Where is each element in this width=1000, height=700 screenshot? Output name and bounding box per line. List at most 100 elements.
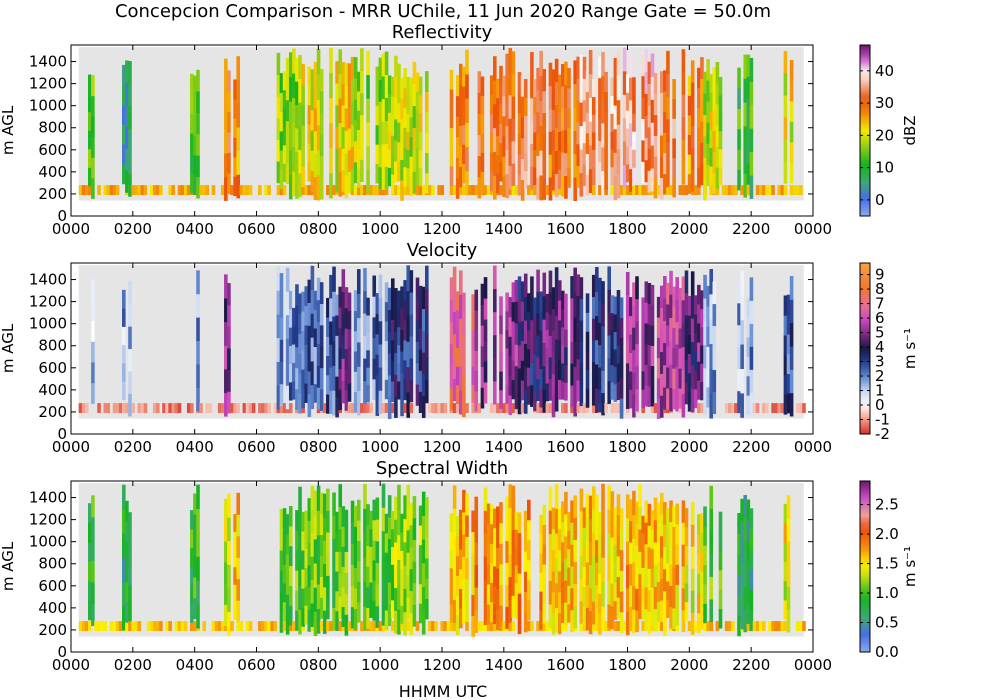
heatmap-cell — [743, 149, 748, 174]
heatmap-cell — [465, 98, 469, 123]
heatmap-cell — [783, 503, 788, 524]
heatmap-cell — [669, 521, 673, 544]
heatmap-cell — [471, 573, 475, 595]
heatmap-cell — [227, 540, 231, 565]
heatmap-cell — [335, 83, 339, 106]
heatmap-cell — [227, 369, 231, 392]
heatmap-cell — [236, 103, 240, 128]
heatmap-cell — [468, 185, 472, 196]
heatmap-cell — [610, 347, 615, 366]
heatmap-cell — [493, 508, 497, 529]
heatmap-cell — [666, 581, 670, 600]
heatmap-cell — [743, 608, 748, 633]
heatmap-cell — [440, 621, 445, 632]
heatmap-cell — [678, 368, 683, 389]
y-tick-label: 1200 — [29, 75, 67, 93]
heatmap-cell — [669, 364, 673, 388]
heatmap-cell — [632, 77, 636, 96]
heatmap-cell — [690, 388, 695, 413]
heatmap-cell — [480, 76, 485, 96]
heatmap-cell — [282, 621, 287, 632]
heatmap-cell — [298, 511, 302, 537]
heatmap-cell — [502, 136, 506, 157]
heatmap-cell — [227, 611, 231, 636]
heatmap-cell — [489, 75, 494, 96]
heatmap-cell — [465, 493, 469, 516]
heatmap-cell — [115, 403, 120, 414]
heatmap-cell — [224, 583, 228, 605]
heatmap-cell — [400, 159, 404, 181]
heatmap-cell — [554, 127, 559, 152]
heatmap-cell — [656, 561, 661, 583]
heatmap-cell — [390, 564, 395, 583]
heatmap-cell — [706, 621, 710, 632]
heatmap-cell — [616, 99, 621, 125]
heatmap-cell — [326, 597, 330, 620]
heatmap-cell — [88, 111, 92, 131]
heatmap-cell — [527, 579, 531, 601]
heatmap-cell — [697, 361, 701, 381]
heatmap-cell — [511, 340, 516, 361]
heatmap-cell — [697, 185, 701, 196]
heatmap-cell — [564, 364, 568, 383]
heatmap-cell — [483, 185, 488, 196]
heatmap-cell — [310, 109, 315, 131]
colorbar-tick-label: 2.5 — [875, 496, 899, 514]
heatmap-cell — [672, 546, 676, 568]
heatmap-cell — [366, 524, 370, 547]
heatmap-cell — [530, 298, 534, 321]
heatmap-cell — [233, 98, 237, 119]
heatmap-cell — [236, 535, 240, 558]
heatmap-cell — [697, 534, 701, 555]
heatmap-cell — [777, 621, 782, 632]
heatmap-cell — [418, 112, 423, 132]
heatmap-cell — [749, 323, 754, 347]
heatmap-cell — [112, 403, 117, 414]
heatmap-cell — [282, 126, 287, 146]
heatmap-cell — [700, 403, 704, 414]
heatmap-cell — [196, 556, 200, 581]
colorbar — [859, 480, 871, 653]
heatmap-cell — [227, 70, 231, 92]
heatmap-cell — [421, 586, 426, 611]
heatmap-cell — [734, 185, 738, 196]
heatmap-cell — [542, 544, 547, 565]
heatmap-cell — [91, 603, 95, 626]
heatmap-cell — [202, 621, 206, 632]
heatmap-cell — [363, 380, 367, 404]
heatmap-cell — [301, 125, 305, 147]
y-tick-label: 0 — [57, 207, 67, 225]
heatmap-cell — [344, 307, 349, 329]
heatmap-cell — [137, 621, 142, 632]
heatmap-cell — [557, 185, 562, 196]
heatmap-cell — [644, 49, 649, 72]
heatmap-cell — [591, 96, 596, 115]
heatmap-cell — [511, 185, 516, 196]
heatmap-cell — [610, 131, 615, 150]
heatmap-cell — [390, 528, 395, 548]
heatmap-cell — [554, 607, 559, 633]
heatmap-cell — [650, 621, 655, 632]
heatmap-cell — [227, 517, 231, 542]
heatmap-cell — [313, 514, 318, 540]
heatmap-cell — [635, 523, 639, 546]
heatmap-cell — [669, 294, 673, 319]
heatmap-cell — [557, 359, 562, 380]
heatmap-cell — [647, 148, 652, 171]
heatmap-cell — [663, 70, 667, 92]
heatmap-cell — [616, 124, 621, 150]
heatmap-cell — [319, 534, 324, 556]
heatmap-cell — [81, 621, 86, 632]
colorbar-tick-label: 5 — [875, 324, 885, 342]
heatmap-cell — [227, 391, 231, 414]
heatmap-cell — [285, 554, 290, 575]
heatmap-cell — [511, 379, 516, 400]
heatmap-cell — [653, 497, 658, 521]
heatmap-cell — [295, 127, 299, 152]
heatmap-cell — [394, 374, 398, 397]
heatmap-cell — [128, 281, 132, 305]
heatmap-cell — [196, 484, 200, 510]
heatmap-cell — [514, 582, 519, 602]
heatmap-cell — [774, 403, 778, 414]
heatmap-cell — [384, 120, 389, 144]
